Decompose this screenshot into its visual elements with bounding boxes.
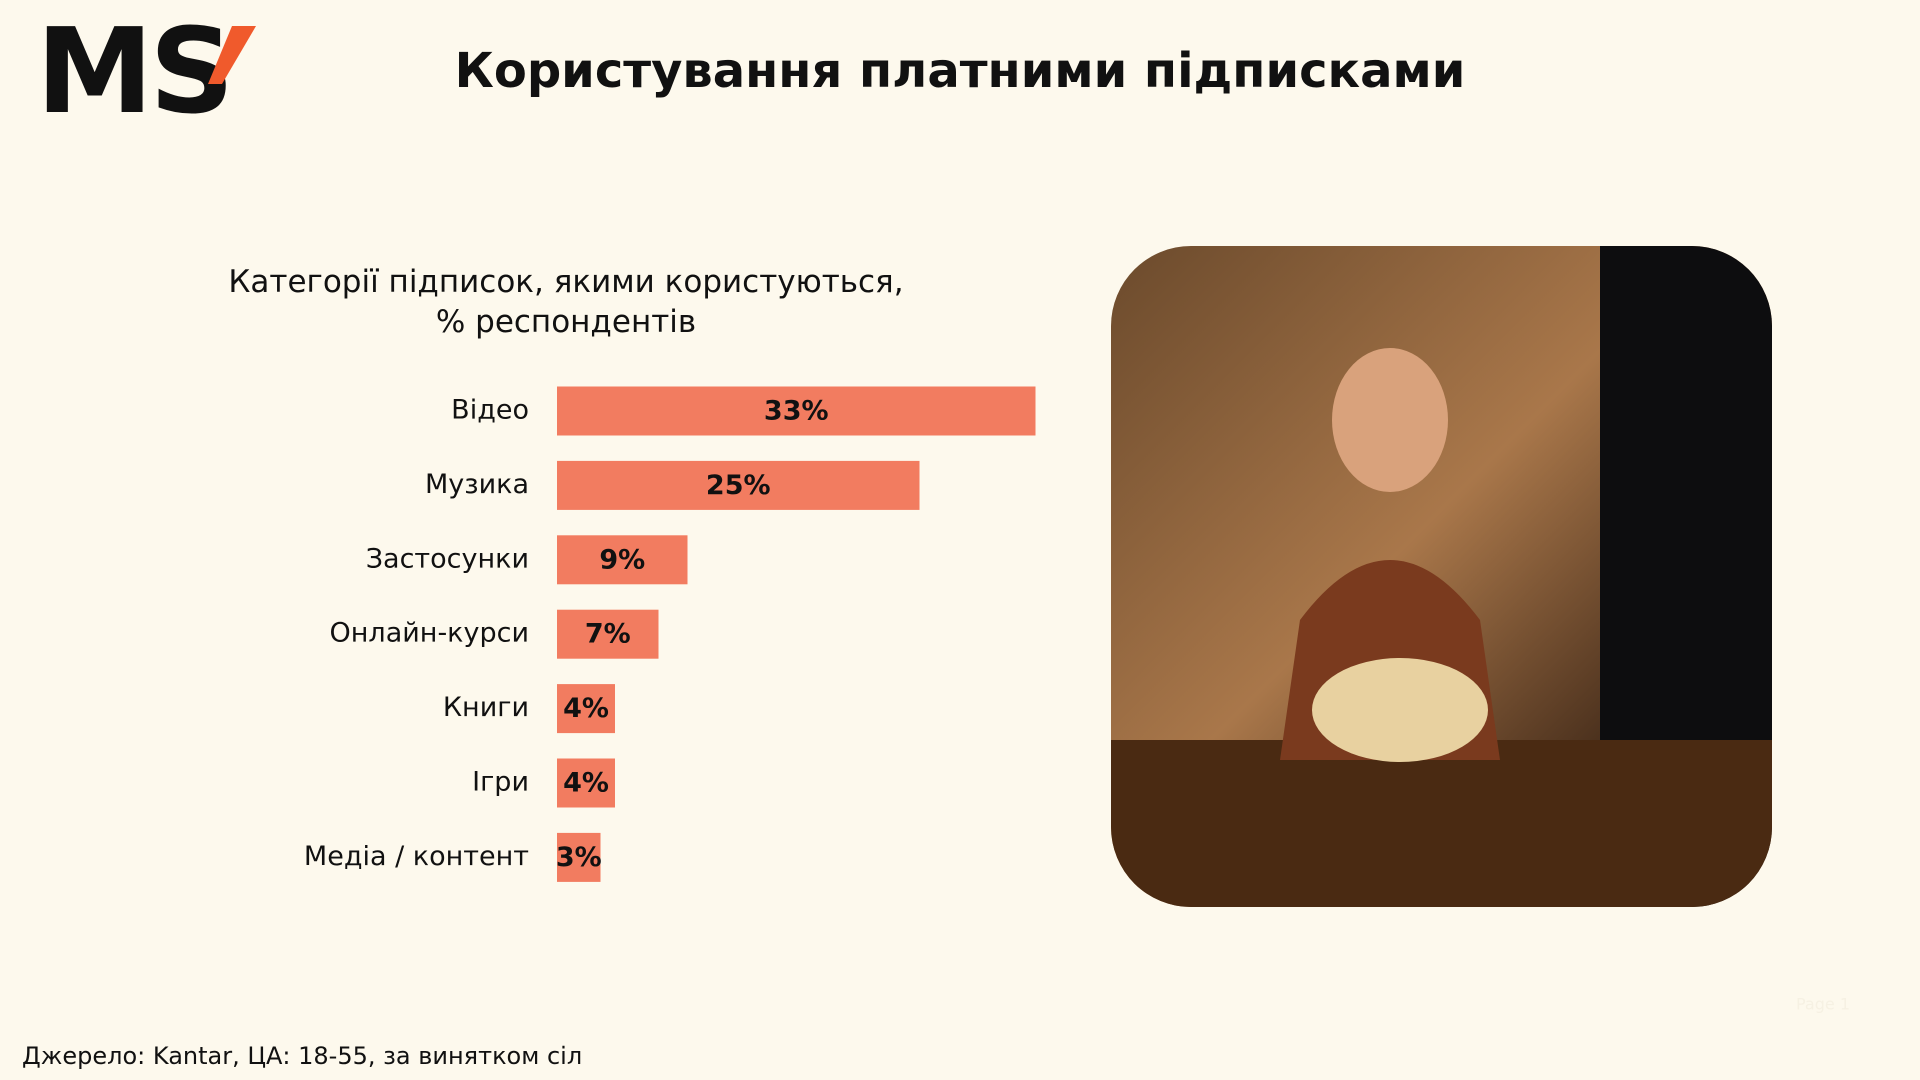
bar <box>557 684 615 734</box>
category-label: Ігри <box>472 767 529 798</box>
logo: MS <box>36 2 230 140</box>
category-label: Відео <box>451 395 529 426</box>
chart-title: Категорії підписок, якими користуються, … <box>228 264 904 340</box>
value-label: 25% <box>706 470 771 501</box>
bar <box>557 758 615 808</box>
bar <box>557 609 659 659</box>
page-number: Page 1 <box>1796 995 1850 1014</box>
bar <box>557 832 601 882</box>
category-label: Застосунки <box>366 543 529 574</box>
photo <box>1111 246 1772 907</box>
logo-accent <box>208 26 256 84</box>
value-label: 4% <box>563 768 609 799</box>
bar <box>557 535 688 585</box>
value-label: 9% <box>599 544 645 575</box>
value-label: 3% <box>556 842 602 873</box>
category-label: Музика <box>425 469 529 500</box>
category-label: Онлайн-курси <box>330 618 529 649</box>
value-label: 4% <box>563 693 609 724</box>
bar <box>557 386 1036 436</box>
bar <box>557 460 920 510</box>
value-label: 33% <box>764 396 829 427</box>
source: Джерело: Kantar, ЦА: 18-55, за винятком … <box>22 1042 582 1070</box>
category-label: Книги <box>443 692 529 723</box>
value-label: 7% <box>585 619 631 650</box>
category-label: Медіа / контент <box>304 841 529 872</box>
page-title: Користування платними підписками <box>455 43 1466 99</box>
